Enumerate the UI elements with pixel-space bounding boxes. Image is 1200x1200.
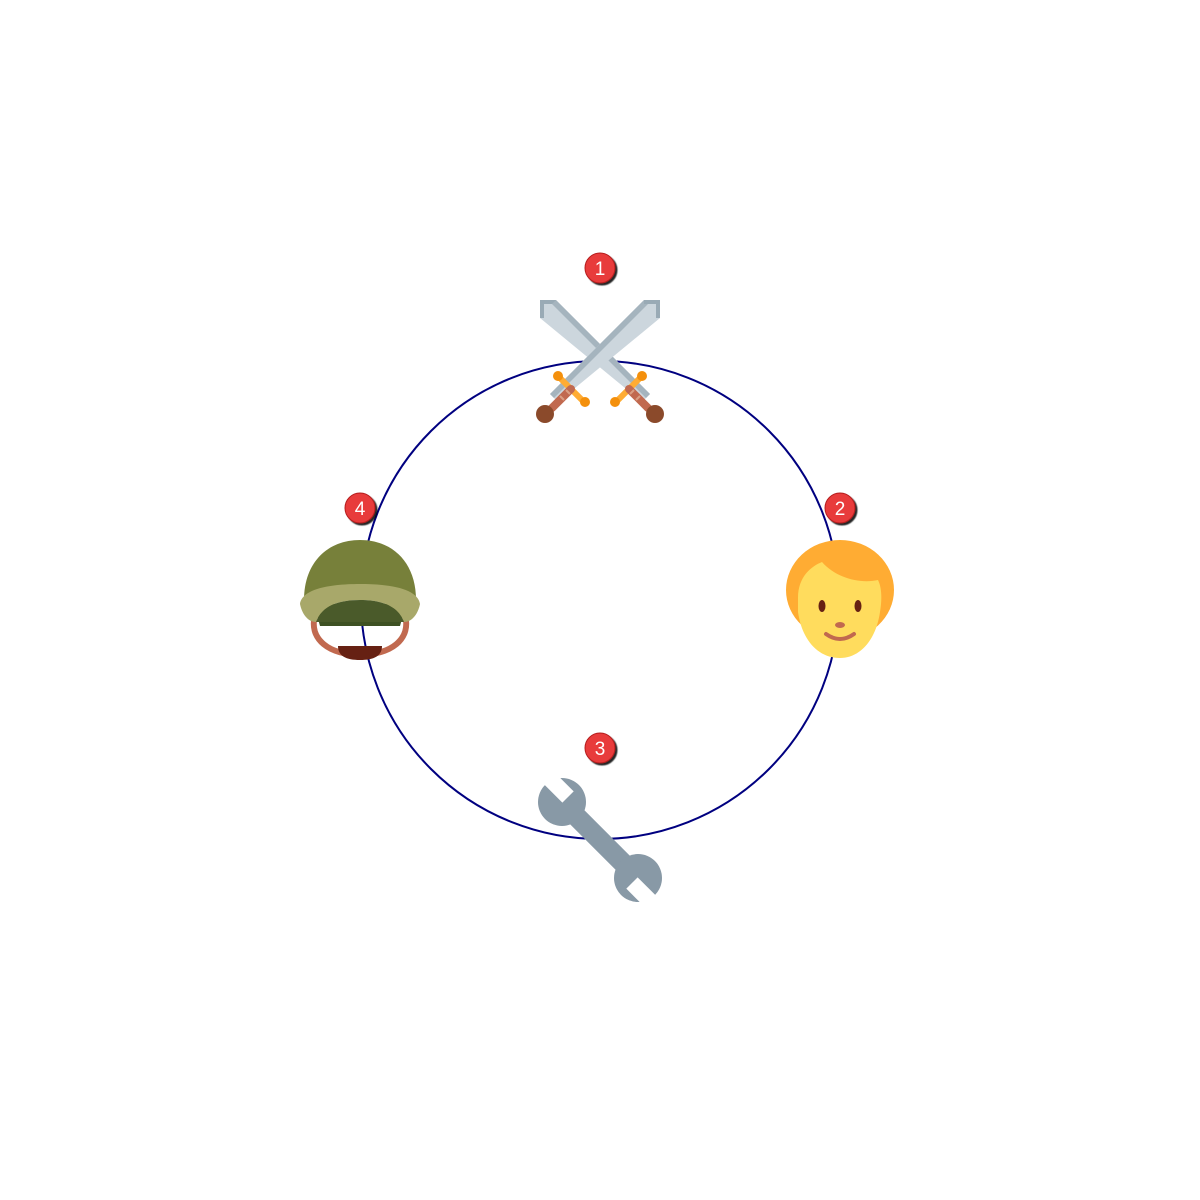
node-3-badge <box>584 732 616 764</box>
wrench-icon <box>538 767 662 913</box>
node-2-badge <box>824 492 856 524</box>
node-3-number: 3 <box>595 739 606 760</box>
node-2-number: 2 <box>835 499 846 520</box>
crossed-swords-icon <box>536 300 664 423</box>
node-4: 4 <box>300 492 420 660</box>
cycle-ring <box>360 360 840 840</box>
node-1-badge <box>584 252 616 284</box>
node-3: 3 <box>538 732 662 913</box>
node-2: 2 <box>786 492 894 658</box>
node-4-number: 4 <box>355 499 366 520</box>
node-1-number: 1 <box>595 259 606 280</box>
military-helmet-icon <box>300 540 420 660</box>
node-1: 1 <box>536 252 664 423</box>
node-4-badge <box>344 492 376 524</box>
person-icon <box>786 540 894 658</box>
